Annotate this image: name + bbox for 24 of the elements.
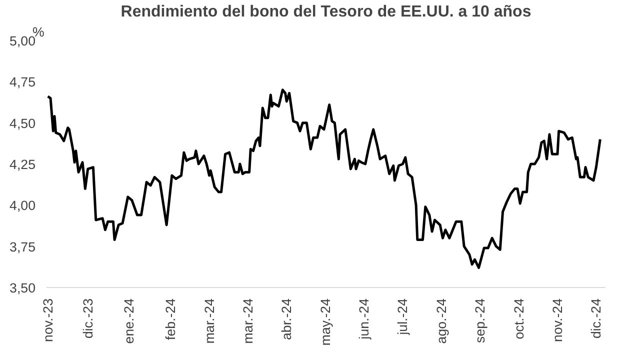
x-tick-label: dic.-24 [588,298,604,339]
x-tick-label: jun.-24 [356,298,372,340]
x-tick-label: sep.-24 [472,298,488,343]
y-tick-label: 3,75 [10,239,36,254]
y-tick-label: 5,00 [10,34,36,48]
x-tick-label: jul.-24 [395,298,410,336]
y-tick-label: 3,50 [10,280,36,296]
y-tick-label: 4,75 [10,74,36,90]
x-tick-label: feb.-24 [163,298,178,340]
chart-title: Rendimiento del bono del Tesoro de EE.UU. a 10 años [120,4,532,20]
x-tick-label: nov.-24 [550,298,565,342]
x-tick-label: oct.-24 [511,298,526,340]
x-tick-label: abr.-24 [279,298,294,340]
x-tick-label: dic.-23 [80,298,96,339]
line-series [46,88,602,269]
y-tick-label: 4,50 [10,116,36,131]
x-tick-label: ago.-24 [434,298,449,344]
x-tick-label: ene.-24 [122,298,137,344]
y-tick-label: 4,00 [10,198,36,214]
y-tick-label: 4,25 [10,157,36,172]
x-tick-label: mar.-24 [240,298,256,344]
x-tick-label: nov.-23 [40,298,56,342]
x-tick-label: mar.-24 [202,298,217,344]
x-tick-label: may.-24 [318,298,333,346]
